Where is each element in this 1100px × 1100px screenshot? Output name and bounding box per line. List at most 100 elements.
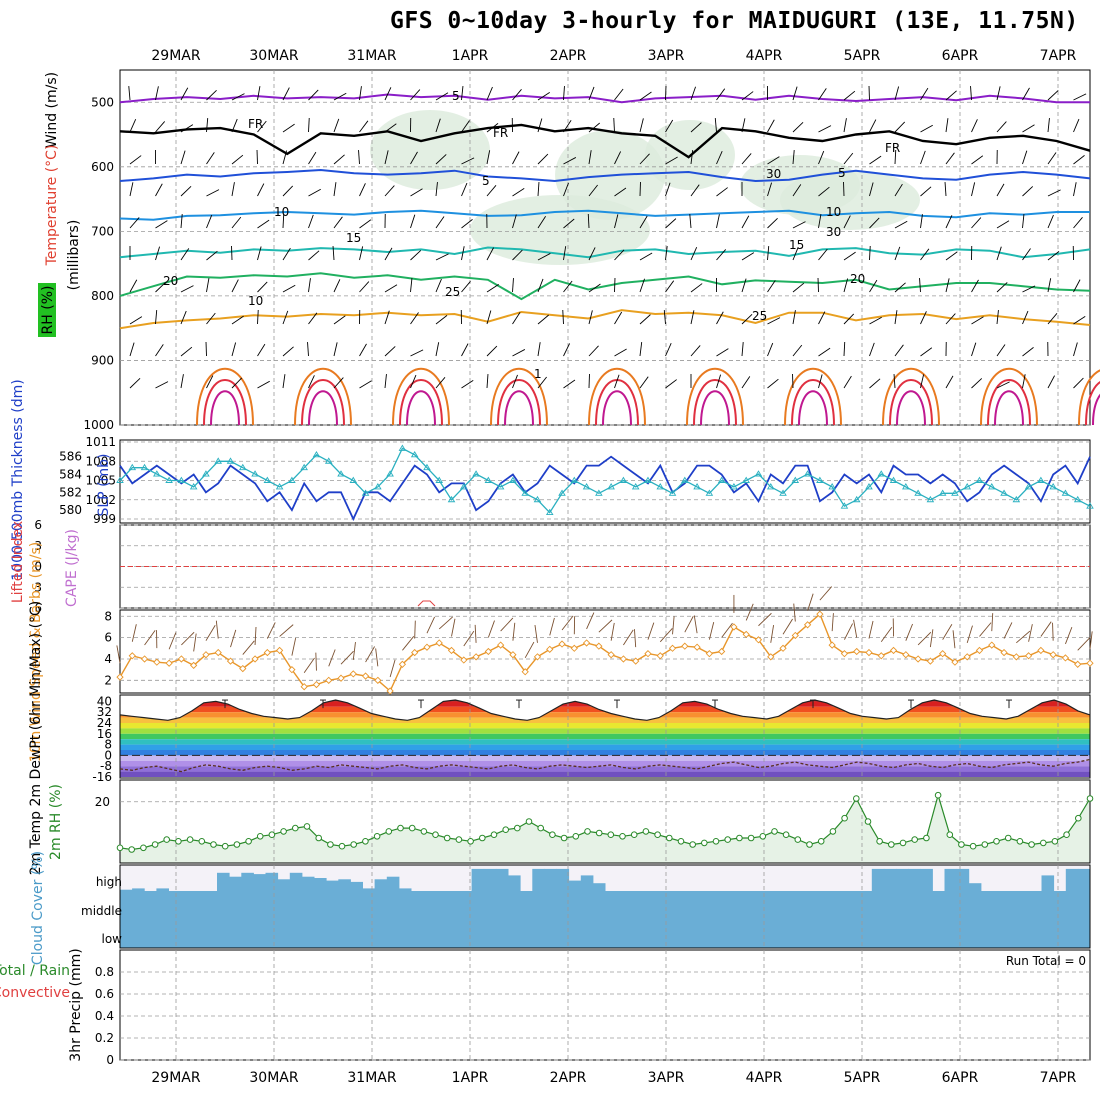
cloud-mid-bar bbox=[495, 891, 509, 948]
slp-marker bbox=[288, 476, 296, 483]
ylabel-wind: Wind (m/s) bbox=[44, 72, 60, 148]
wind-barb bbox=[537, 342, 541, 357]
wind-barb bbox=[996, 381, 1010, 389]
cloud-mid-bar bbox=[374, 891, 388, 948]
wind-speed-marker bbox=[803, 621, 812, 629]
wind-barb-10m bbox=[1040, 621, 1052, 637]
wind-barb bbox=[333, 182, 337, 197]
wind-barb bbox=[971, 182, 976, 197]
wind-barb bbox=[767, 119, 775, 133]
cloud-mid-bar bbox=[144, 891, 157, 948]
cloud-mid-bar bbox=[592, 891, 606, 948]
slp-marker bbox=[828, 483, 836, 490]
wind-barb bbox=[1022, 124, 1035, 133]
bottom-date-axis: 29MAR 30MAR 31MAR 1APR 2APR 3APR 4APR 5APR 6APR 7… bbox=[151, 1070, 1076, 1086]
wind-barb-10m bbox=[586, 612, 595, 630]
wind-barb bbox=[461, 343, 469, 357]
wind-barb bbox=[818, 125, 832, 133]
wind-barb-10m bbox=[512, 622, 516, 641]
wind-barb-10m bbox=[215, 620, 219, 639]
bottom-date-label: 31MAR bbox=[347, 1070, 396, 1086]
bottom-date-label: 1APR bbox=[452, 1070, 489, 1086]
cloud-high-bar bbox=[944, 868, 958, 891]
wind-barb bbox=[359, 120, 369, 133]
wind-barb bbox=[613, 117, 615, 133]
lifted-index-ytick: 6 bbox=[34, 518, 42, 532]
cloud-mid-bar bbox=[629, 891, 642, 948]
wind-barb bbox=[1047, 152, 1057, 165]
wind-barb bbox=[1022, 374, 1026, 389]
wind-barb bbox=[869, 342, 875, 357]
rh-marker bbox=[292, 824, 299, 832]
wind-speed-marker bbox=[718, 647, 726, 656]
top-date-label: 6APR bbox=[942, 48, 979, 64]
cloud-high-bar bbox=[398, 888, 412, 891]
wind-barb bbox=[231, 118, 238, 133]
cloud-high-bar bbox=[120, 889, 133, 891]
temp-2m-ytick: -16 bbox=[92, 770, 112, 784]
isotherm-label: 5 bbox=[838, 166, 846, 180]
wind-barb bbox=[767, 246, 770, 261]
cloud-high-bar bbox=[301, 876, 315, 891]
wind-barb bbox=[792, 282, 805, 293]
wind-barb-10m bbox=[831, 613, 834, 632]
wind-barb bbox=[333, 216, 343, 229]
rh-2m-frame bbox=[119, 779, 1091, 864]
wind-barb bbox=[690, 184, 700, 197]
wind-barb bbox=[512, 374, 518, 389]
isotherm-25 bbox=[119, 309, 1091, 330]
wind-barb bbox=[588, 283, 601, 293]
wind-barb bbox=[971, 155, 984, 165]
rh-marker bbox=[853, 795, 860, 802]
wind-barb bbox=[129, 217, 140, 229]
wind-barb bbox=[588, 150, 592, 165]
wind-barb bbox=[614, 88, 624, 101]
slp-marker bbox=[263, 476, 272, 483]
wind-barb-10m bbox=[549, 617, 555, 636]
precip-total-label: Total / Rain bbox=[0, 963, 70, 979]
wind-speed-marker bbox=[963, 653, 971, 661]
wind-barb bbox=[944, 182, 947, 197]
wind-barb bbox=[180, 150, 186, 165]
cloud-mid-bar bbox=[265, 891, 279, 948]
cloud-mid-bar bbox=[459, 891, 473, 948]
isotherm-label: 30 bbox=[766, 167, 781, 181]
rh-marker bbox=[969, 842, 977, 850]
wind-barb-10m bbox=[966, 625, 973, 643]
wind-barb-10m bbox=[266, 622, 276, 639]
wind-barb bbox=[894, 246, 901, 261]
wind-barb-10m bbox=[1065, 626, 1073, 645]
wind-barb bbox=[537, 118, 543, 133]
rh-marker bbox=[1075, 814, 1082, 822]
wind-barb bbox=[563, 120, 572, 133]
cloud-mid-bar bbox=[192, 891, 206, 948]
wind-barb bbox=[996, 220, 1010, 229]
wind-barb bbox=[1047, 118, 1050, 133]
wind-speed-marker bbox=[644, 649, 652, 658]
warm-contour bbox=[504, 390, 534, 426]
wind-barb-10m bbox=[131, 624, 137, 642]
wind-barb bbox=[461, 182, 468, 197]
isotherm-20 bbox=[119, 272, 1091, 301]
warm-contour bbox=[1085, 381, 1100, 426]
warm-contour bbox=[987, 379, 1031, 426]
wind-barb-10m bbox=[598, 619, 613, 633]
rh-marker bbox=[1051, 838, 1059, 845]
wind-barb bbox=[716, 311, 724, 325]
wind-barb bbox=[435, 342, 440, 357]
wind-barb bbox=[1073, 155, 1085, 165]
rh-marker bbox=[689, 841, 697, 848]
rh-marker bbox=[350, 841, 358, 848]
wind-barb bbox=[206, 152, 215, 165]
rh-area bbox=[120, 795, 1090, 863]
wind-barb bbox=[282, 346, 294, 357]
slp-marker bbox=[975, 476, 984, 483]
slp-marker bbox=[914, 489, 922, 496]
wind-barb bbox=[920, 347, 933, 357]
rh-shading bbox=[370, 110, 490, 190]
cloud-mid-bar bbox=[653, 891, 667, 948]
cloud-high-bar bbox=[362, 888, 376, 891]
slp-marker bbox=[865, 483, 873, 490]
rh-marker bbox=[1086, 795, 1094, 802]
cloud-mid-bar bbox=[229, 891, 242, 948]
